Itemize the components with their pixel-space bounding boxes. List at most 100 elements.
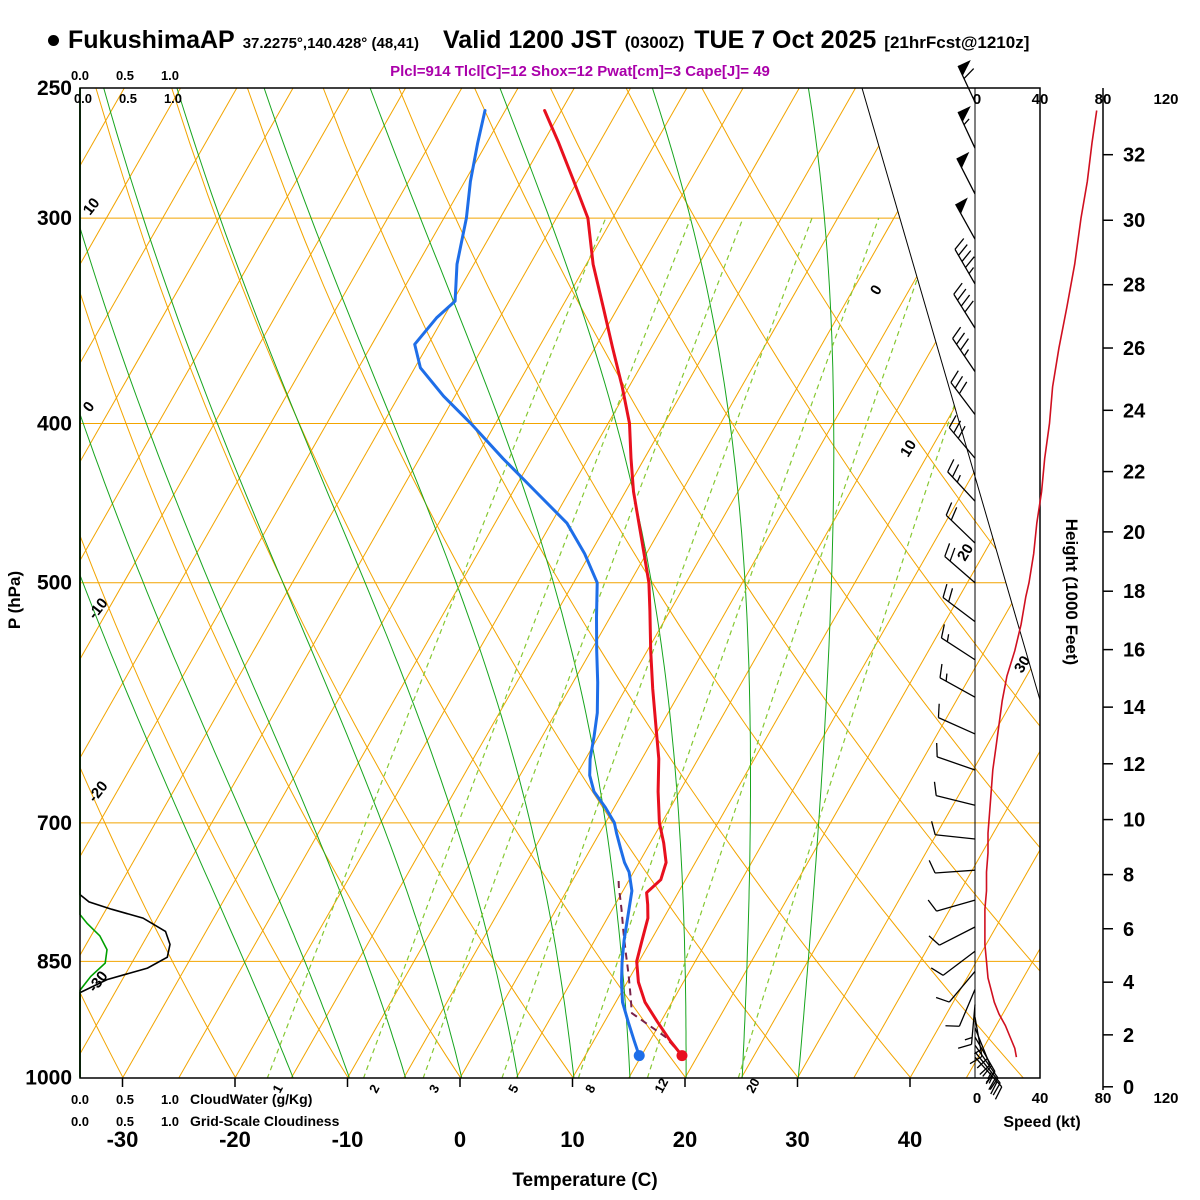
surface-dewpoint-dot xyxy=(633,1050,645,1062)
title-bar: FukushimaAP 37.2275°,140.428° (48,41) Va… xyxy=(48,26,1029,55)
cloudwater-scale-top: 0.0 xyxy=(71,68,89,83)
cloudiness-scale-top: 0.0 xyxy=(74,91,92,106)
speed-axis-title: Speed (kt) xyxy=(1003,1114,1080,1131)
forecast-tag: [21hrFcst@1210z] xyxy=(884,33,1030,52)
pressure-tick-label: 850 xyxy=(37,950,72,973)
height-tick-label: 8 xyxy=(1123,865,1134,887)
speed-tick-label-bottom: 120 xyxy=(1153,1090,1178,1107)
temperature-axis-title: Temperature (C) xyxy=(512,1170,657,1191)
temperature-curve xyxy=(543,109,684,1058)
pressure-tick-label: 500 xyxy=(37,572,72,595)
legend: 0.0 0.0 0.0 0.0 0.5 0.5 0.5 0.5 1.0 1.0 1.0 1.0 Clou… xyxy=(71,68,340,1129)
mixing-ratio-label: 3 xyxy=(426,1082,443,1095)
mixing-ratio-label: 5 xyxy=(505,1082,522,1095)
cloudwater-legend-label: CloudWater (g/Kg) xyxy=(190,1091,312,1107)
isotherm-label: 0 xyxy=(867,282,886,298)
dry-adiabat-label: 10 xyxy=(80,195,104,219)
stats-line: Plcl=914 Tlcl[C]=12 Shox=12 Pwat[cm]=3 C… xyxy=(390,63,770,80)
speed-axis: 0 0 40 40 80 80 120 120 Speed (kt) xyxy=(973,91,1179,1131)
cloudwater-scale-bottom: 0.5 xyxy=(116,1092,134,1107)
height-axis-title: Height (1000 Feet) xyxy=(1062,519,1081,665)
valid-time: Valid 1200 JST xyxy=(443,26,617,54)
dewpoint-curve xyxy=(413,109,641,1058)
mixing-ratio-group xyxy=(253,217,1019,1078)
height-tick-label: 12 xyxy=(1123,754,1145,776)
height-tick-label: 14 xyxy=(1123,697,1146,719)
pressure-axis-title: P (hPa) xyxy=(5,571,24,629)
cloudiness-scale-top: 1.0 xyxy=(164,91,182,106)
cloudiness-scale-bottom: 0.0 xyxy=(71,1114,89,1129)
dry-adiabat-label: -20 xyxy=(85,778,112,806)
temperature-axis: -30 -20 -10 0 10 20 30 40 Temperature (C) xyxy=(107,1078,922,1191)
height-tick-label: 6 xyxy=(1123,919,1134,941)
dry-adiabat-label: -30 xyxy=(85,968,112,996)
mixing-ratio-label: 20 xyxy=(743,1076,763,1096)
cloudiness-scale-top: 0.5 xyxy=(119,91,137,106)
station-bullet-icon xyxy=(48,35,59,46)
temperature-tick-label: 0 xyxy=(454,1127,466,1152)
mixing-ratio-label: 12 xyxy=(651,1076,671,1096)
temperature-tick-label: -10 xyxy=(332,1127,364,1152)
dry-adiabats-group xyxy=(80,88,1040,1078)
wind-barbs-group xyxy=(927,59,1003,1100)
station-coords: 37.2275°,140.428° (48,41) xyxy=(242,35,420,52)
height-tick-label: 16 xyxy=(1123,640,1145,662)
pressure-tick-label: 700 xyxy=(37,812,72,835)
moist-adiabats-group xyxy=(80,88,835,1078)
height-tick-label: 10 xyxy=(1123,810,1145,832)
isotherm-label: 20 xyxy=(954,541,977,564)
height-tick-label: 4 xyxy=(1123,972,1135,994)
height-tick-label: 22 xyxy=(1123,462,1145,484)
speed-tick-label-bottom: 80 xyxy=(1095,1090,1112,1107)
pressure-tick-label: 1000 xyxy=(25,1066,72,1089)
mixing-ratio-label: 8 xyxy=(582,1082,599,1095)
cloudwater-profile xyxy=(79,88,108,1078)
temperature-tick-label: -30 xyxy=(107,1127,139,1152)
height-tick-label: 2 xyxy=(1123,1025,1134,1047)
mixing-ratio-label: 2 xyxy=(366,1082,383,1095)
height-tick-label: 26 xyxy=(1123,338,1145,360)
isotherm-label: 10 xyxy=(897,437,920,460)
cloudiness-scale-bottom: 0.5 xyxy=(116,1114,134,1129)
cloudiness-legend-label: Grid-Scale Cloudiness xyxy=(190,1113,340,1129)
speed-tick-label-top: 40 xyxy=(1032,91,1049,108)
height-tick-label: 24 xyxy=(1123,400,1146,422)
pressure-gridlines xyxy=(80,217,1040,962)
speed-tick-label-top: 120 xyxy=(1153,91,1178,108)
speed-tick-label-bottom: 0 xyxy=(973,1090,981,1107)
temperature-tick-label: 40 xyxy=(898,1127,922,1152)
pressure-tick-label: 250 xyxy=(37,77,72,100)
temperature-tick-label: -20 xyxy=(219,1127,251,1152)
speed-curve xyxy=(984,110,1098,1058)
background-grid xyxy=(80,88,1040,1078)
dry-adiabat-label: 0 xyxy=(80,398,99,415)
parcel-curve xyxy=(617,876,683,1057)
plot-border xyxy=(79,87,1041,1079)
cloudiness-profile xyxy=(79,88,171,1078)
pressure-tick-label: 300 xyxy=(37,207,72,230)
height-tick-label: 32 xyxy=(1123,145,1145,167)
isotherm-label: 30 xyxy=(1011,653,1034,676)
height-tick-label: 30 xyxy=(1123,210,1145,232)
temperature-tick-label: 20 xyxy=(673,1127,697,1152)
height-tick-label: 0 xyxy=(1123,1077,1134,1099)
height-tick-label: 28 xyxy=(1123,275,1145,297)
temperature-tick-label: 10 xyxy=(560,1127,584,1152)
station-name: FukushimaAP xyxy=(68,26,235,54)
cloudiness-scale-bottom: 1.0 xyxy=(161,1114,179,1129)
cloudwater-scale-top: 1.0 xyxy=(161,68,179,83)
speed-tick-label-bottom: 40 xyxy=(1032,1090,1049,1107)
valid-time-zulu: (0300Z) xyxy=(624,33,685,52)
cloudwater-scale-bottom: 0.0 xyxy=(71,1092,89,1107)
height-tick-label: 18 xyxy=(1123,581,1145,603)
temperature-tick-label: 30 xyxy=(785,1127,809,1152)
speed-tick-label-top: 80 xyxy=(1095,91,1112,108)
plot-diagonal-border xyxy=(861,87,1041,701)
valid-date: TUE 7 Oct 2025 xyxy=(694,26,877,54)
height-tick-label: 20 xyxy=(1123,522,1145,544)
pressure-tick-label: 400 xyxy=(37,412,72,435)
pressure-axis: 250 300 400 500 700 850 1000 P (hPa) xyxy=(5,77,72,1089)
